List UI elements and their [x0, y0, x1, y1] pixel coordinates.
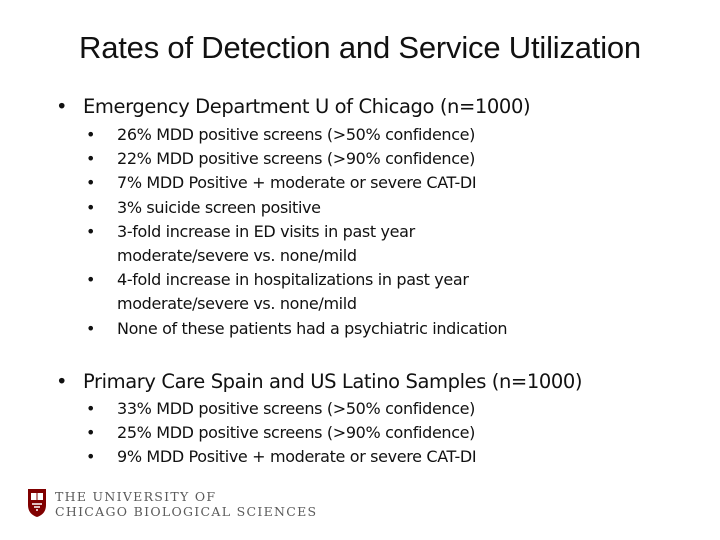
list-item: • 3% suicide screen positive — [86, 196, 637, 220]
list-item: • 3-fold increase in ED visits in past ye… — [86, 221, 415, 266]
university-logo: THE UNIVERSITY OF CHICAGO BIOLOGICAL SCI… — [27, 488, 316, 524]
university-crest-icon — [28, 489, 46, 517]
bullet-icon: • — [86, 173, 96, 193]
bullet-icon: • — [86, 399, 96, 418]
brand-wordmark: THE UNIVERSITY OF CHICAGO BIOLOGICAL SCI… — [55, 489, 318, 519]
list-item: • 22% MDD positive screens (>90% confiden… — [86, 147, 637, 171]
emergency-bullet-list: • 26% MDD positive screens (>50% confiden… — [86, 123, 637, 341]
bullet-icon: • — [86, 318, 96, 338]
list-item: • None of these patients had a psychiatri… — [86, 317, 637, 341]
list-item: • 26% MDD positive screens (>50% confiden… — [86, 123, 637, 147]
list-item: • 33% MDD positive screens (>50% confiden… — [86, 397, 637, 421]
list-item: • 4-fold increase in hospitalizations in … — [86, 270, 469, 314]
list-item: • 9% MDD Positive + moderate or severe CA… — [86, 445, 637, 469]
bullet-icon: • — [86, 447, 96, 467]
bullet-icon: • — [86, 270, 96, 290]
primary-care-bullet-list: • 33% MDD positive screens (>50% confiden… — [86, 397, 637, 470]
bullet-icon: • — [86, 125, 96, 144]
bullet-icon: • — [56, 95, 68, 118]
bullet-icon: • — [86, 197, 96, 217]
bullet-icon: • — [86, 149, 96, 169]
bullet-icon: • — [86, 221, 96, 241]
list-item: • 25% MDD positive screens (>90% confiden… — [86, 421, 637, 445]
slide-title: Rates of Detection and Service Utilizati… — [79, 30, 641, 65]
bullet-icon: • — [86, 423, 96, 443]
list-item: • 7% MDD Positive + moderate or severe CA… — [86, 171, 637, 195]
bullet-icon: • — [56, 370, 68, 393]
